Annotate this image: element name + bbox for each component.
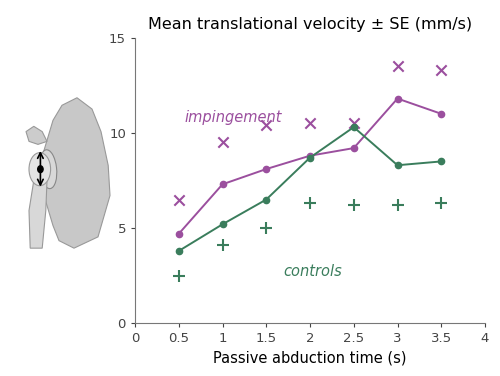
Point [306, 200, 314, 206]
Polygon shape [26, 126, 47, 144]
Text: controls: controls [284, 264, 343, 279]
Point [394, 63, 402, 69]
Point [218, 242, 226, 248]
Point [306, 120, 314, 126]
Point [437, 200, 446, 206]
X-axis label: Passive abduction time (s): Passive abduction time (s) [213, 351, 407, 366]
Point [175, 273, 183, 279]
Point [350, 120, 358, 126]
Point [175, 197, 183, 203]
Point [394, 202, 402, 208]
Circle shape [38, 166, 43, 173]
Text: impingement: impingement [185, 110, 282, 125]
Point [262, 225, 270, 231]
Point [218, 139, 226, 146]
Polygon shape [29, 180, 47, 248]
Point [262, 122, 270, 128]
Ellipse shape [29, 153, 50, 186]
Point [350, 202, 358, 208]
Point [437, 67, 446, 73]
Title: Mean translational velocity ± SE (mm/s): Mean translational velocity ± SE (mm/s) [148, 17, 472, 32]
Polygon shape [44, 98, 110, 248]
Ellipse shape [40, 150, 57, 189]
